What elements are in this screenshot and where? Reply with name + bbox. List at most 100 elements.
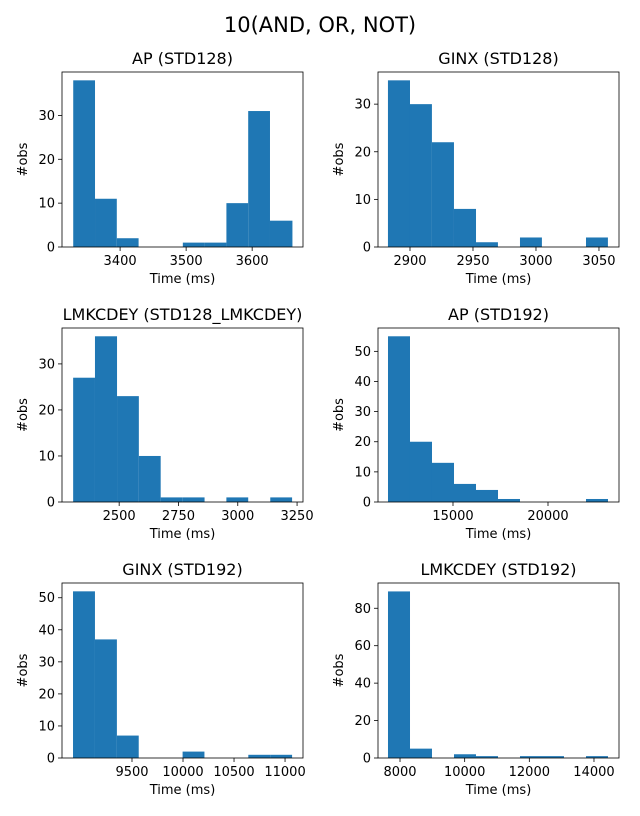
axes-frame	[377, 327, 620, 503]
histogram-bar	[226, 497, 249, 502]
histogram-bar	[116, 735, 139, 758]
histogram-bar	[585, 237, 608, 247]
x-axis-label: Time (ms)	[465, 527, 532, 542]
subplot-title: GINX (STD128)	[438, 49, 558, 68]
y-axis-label: #obs	[16, 653, 31, 687]
x-tick-label: 3000	[221, 509, 254, 524]
histogram-bar	[269, 220, 293, 247]
histogram-bar	[182, 497, 205, 502]
histogram-bar	[453, 208, 477, 247]
histogram-bar	[182, 242, 205, 247]
y-tick-label: 60	[354, 639, 371, 654]
subplot-title: LMKCDEY (STD192)	[420, 560, 576, 579]
x-tick-label: 10000	[444, 765, 485, 780]
histogram-bar	[248, 754, 271, 758]
histogram-bar	[270, 497, 293, 502]
histogram-bar	[182, 751, 205, 758]
axes-frame	[61, 327, 304, 503]
y-tick-label: 40	[38, 623, 55, 638]
histogram-bar	[519, 237, 542, 247]
y-tick-label: 20	[38, 403, 55, 418]
x-tick-label: 3250	[281, 509, 314, 524]
x-axis-label: Time (ms)	[465, 783, 532, 798]
axes-frame	[61, 582, 304, 759]
x-axis-label: Time (ms)	[149, 783, 216, 798]
y-tick-label: 0	[47, 496, 55, 511]
histogram-bar	[73, 377, 95, 502]
y-tick-label: 80	[354, 602, 371, 617]
histogram-bar	[94, 639, 117, 758]
x-tick-label: 10000	[162, 765, 203, 780]
histogram-bar	[454, 483, 477, 502]
y-tick-label: 30	[354, 98, 371, 113]
x-tick-label: 2750	[162, 509, 195, 524]
y-tick-label: 50	[38, 591, 55, 606]
histogram-bar	[585, 756, 608, 758]
histogram-bar	[387, 336, 410, 502]
axes-frame	[377, 582, 620, 759]
y-tick-label: 20	[38, 153, 55, 168]
x-tick-label: 2950	[456, 254, 489, 269]
x-tick-label: 3000	[519, 254, 552, 269]
y-tick-label: 10	[38, 449, 55, 464]
histogram-bar	[387, 80, 410, 247]
y-tick-label: 10	[354, 465, 371, 480]
histogram-bar	[73, 591, 95, 758]
histogram-bar	[498, 498, 520, 502]
histogram-bar	[476, 489, 499, 502]
histogram-bar	[387, 591, 411, 758]
histogram-bar	[409, 441, 432, 502]
y-tick-label: 0	[47, 241, 55, 256]
y-tick-label: 40	[354, 677, 371, 692]
x-axis-label: Time (ms)	[465, 272, 532, 287]
y-tick-label: 40	[354, 375, 371, 390]
histogram-bar	[116, 238, 139, 247]
x-tick-label: 2500	[103, 509, 136, 524]
x-tick-label: 9500	[115, 765, 148, 780]
x-tick-label: 3400	[104, 254, 137, 269]
y-axis-label: #obs	[332, 398, 347, 432]
subplot-title: AP (STD192)	[448, 305, 549, 324]
y-tick-label: 30	[38, 357, 55, 372]
histogram-bar	[270, 754, 293, 758]
y-tick-label: 0	[363, 496, 371, 511]
histogram-bar	[541, 756, 564, 758]
x-tick-label: 12000	[509, 765, 550, 780]
histogram-bar	[138, 455, 161, 502]
histogram-bar	[431, 462, 455, 502]
y-tick-label: 30	[38, 109, 55, 124]
y-tick-label: 20	[354, 145, 371, 160]
x-tick-label: 11000	[264, 765, 305, 780]
y-axis-label: #obs	[16, 398, 31, 432]
x-axis-label: Time (ms)	[149, 527, 216, 542]
y-tick-label: 10	[354, 193, 371, 208]
y-axis-label: #obs	[332, 653, 347, 687]
histogram-bar	[248, 111, 270, 247]
histogram-bar	[73, 80, 96, 247]
x-tick-label: 15000	[432, 509, 473, 524]
y-tick-label: 30	[38, 655, 55, 670]
y-axis-label: #obs	[16, 142, 31, 176]
histogram-bar	[454, 754, 476, 758]
x-tick-label: 20000	[527, 509, 568, 524]
subplot-title: AP (STD128)	[132, 49, 233, 68]
x-axis-label: Time (ms)	[149, 272, 216, 287]
x-tick-label: 3500	[170, 254, 203, 269]
y-axis-label: #obs	[332, 142, 347, 176]
y-tick-label: 10	[38, 719, 55, 734]
y-tick-label: 0	[47, 752, 55, 767]
y-tick-label: 10	[38, 197, 55, 212]
histogram-bar	[475, 756, 498, 758]
y-tick-label: 50	[354, 345, 371, 360]
y-tick-label: 20	[354, 714, 371, 729]
histogram-bar	[519, 756, 542, 758]
axes-frame	[377, 71, 620, 248]
histogram-bar	[476, 242, 498, 247]
figure-title: 10(AND, OR, NOT)	[224, 13, 416, 37]
histogram-bar	[117, 396, 139, 502]
histogram-bar	[94, 336, 118, 502]
y-tick-label: 0	[363, 241, 371, 256]
y-tick-label: 0	[363, 752, 371, 767]
x-tick-label: 8000	[383, 765, 416, 780]
